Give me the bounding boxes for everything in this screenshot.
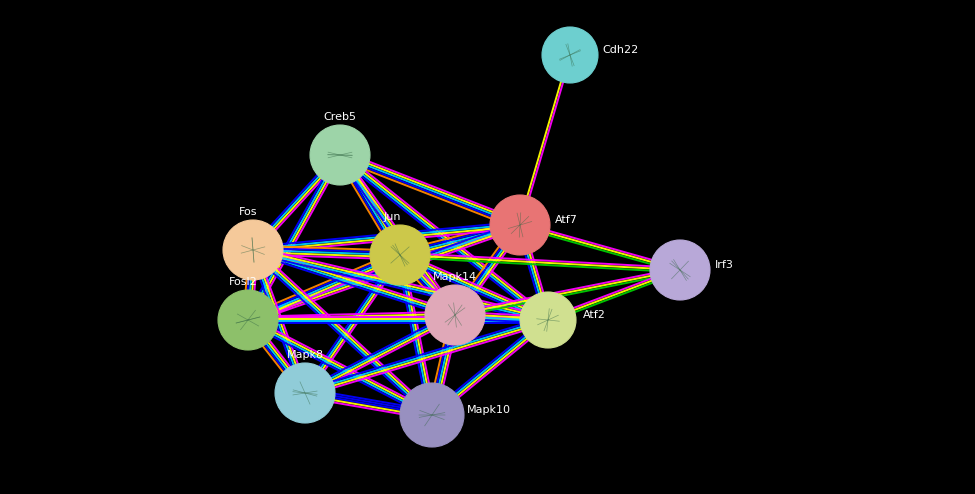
Text: Irf3: Irf3 (715, 260, 734, 270)
Circle shape (223, 220, 283, 280)
Circle shape (663, 252, 697, 288)
Circle shape (425, 285, 485, 345)
Text: Atf7: Atf7 (555, 215, 578, 225)
Circle shape (413, 397, 450, 434)
Text: Creb5: Creb5 (324, 112, 357, 122)
Circle shape (542, 27, 598, 83)
Circle shape (370, 225, 430, 285)
Circle shape (218, 290, 278, 350)
Circle shape (382, 238, 417, 272)
Text: Fos: Fos (239, 207, 257, 217)
Text: Cdh22: Cdh22 (602, 45, 639, 55)
Text: Mapk14: Mapk14 (433, 272, 477, 282)
Circle shape (502, 207, 537, 243)
Circle shape (288, 375, 323, 411)
Circle shape (490, 195, 550, 255)
Text: Fosl2: Fosl2 (228, 277, 257, 287)
Circle shape (310, 125, 370, 185)
Circle shape (554, 39, 586, 71)
Circle shape (520, 292, 576, 348)
Circle shape (531, 304, 565, 336)
Text: Mapk10: Mapk10 (467, 405, 511, 415)
Circle shape (650, 240, 710, 300)
Text: Jun: Jun (383, 212, 401, 222)
Circle shape (323, 138, 358, 172)
Circle shape (438, 297, 473, 332)
Text: Mapk8: Mapk8 (287, 350, 324, 360)
Circle shape (231, 303, 265, 337)
Text: Atf2: Atf2 (583, 310, 605, 320)
Circle shape (400, 383, 464, 447)
Circle shape (236, 233, 270, 267)
Circle shape (275, 363, 335, 423)
